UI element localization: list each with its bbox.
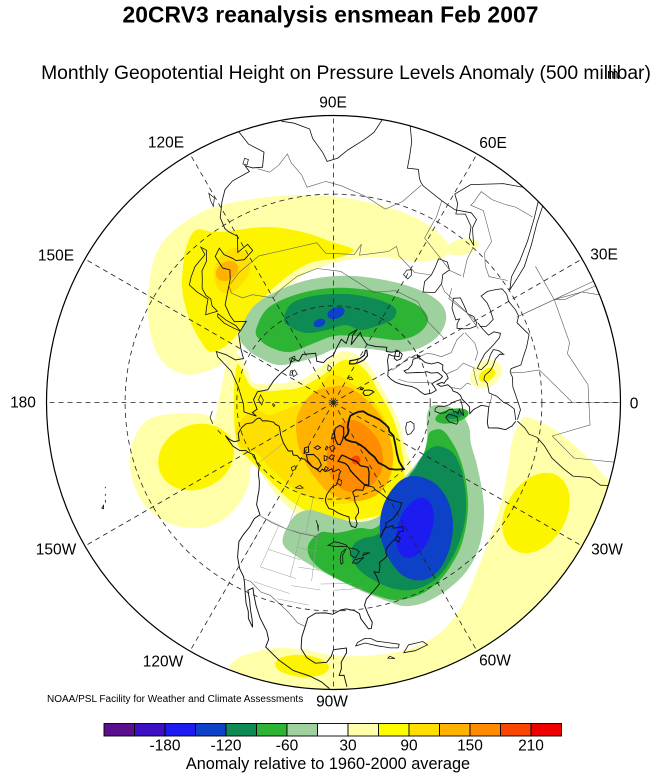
svg-text:60E: 60E (479, 135, 507, 152)
svg-text:-180: -180 (149, 738, 180, 755)
svg-text:20CRV3 reanalysis ensmean Feb: 20CRV3 reanalysis ensmean Feb 2007 (122, 2, 538, 28)
svg-text:60W: 60W (479, 653, 511, 670)
svg-text:30: 30 (339, 738, 357, 755)
svg-text:30E: 30E (590, 247, 618, 264)
svg-text:120W: 120W (143, 654, 184, 671)
svg-text:210: 210 (518, 738, 544, 755)
svg-text:150W: 150W (36, 542, 77, 559)
svg-text:m: m (607, 66, 619, 82)
svg-text:30W: 30W (591, 542, 623, 559)
svg-text:90W: 90W (316, 694, 348, 711)
svg-text:180: 180 (10, 395, 36, 412)
svg-text:NOAA/PSL Facility for Weather: NOAA/PSL Facility for Weather and Climat… (47, 694, 303, 705)
svg-text:120E: 120E (148, 135, 184, 152)
svg-text:90E: 90E (319, 95, 347, 112)
svg-text:150: 150 (457, 738, 483, 755)
svg-text:0: 0 (630, 396, 639, 413)
svg-text:-60: -60 (276, 738, 299, 755)
svg-text:150E: 150E (38, 248, 74, 265)
svg-text:90: 90 (400, 738, 418, 755)
svg-text:-120: -120 (210, 738, 241, 755)
svg-text:Anomaly relative to 1960-2000: Anomaly relative to 1960-2000 average (186, 755, 470, 773)
svg-text:Monthly Geopotential Height on: Monthly Geopotential Height on Pressure … (41, 63, 651, 84)
